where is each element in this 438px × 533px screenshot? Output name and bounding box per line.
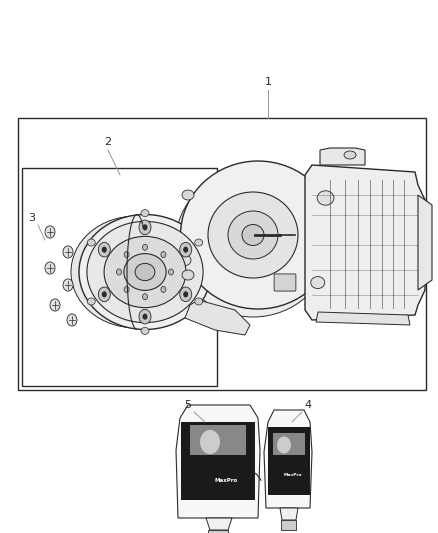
Circle shape	[117, 269, 121, 275]
Polygon shape	[418, 195, 432, 290]
Ellipse shape	[195, 239, 203, 246]
Circle shape	[50, 299, 60, 311]
Circle shape	[183, 291, 188, 297]
Ellipse shape	[87, 221, 203, 322]
Circle shape	[142, 224, 148, 230]
Polygon shape	[280, 508, 298, 520]
Circle shape	[98, 243, 110, 257]
Ellipse shape	[87, 298, 95, 305]
Ellipse shape	[317, 191, 334, 205]
Circle shape	[67, 314, 77, 326]
Bar	[273, 433, 305, 455]
Text: 4: 4	[304, 400, 311, 410]
Circle shape	[180, 287, 192, 302]
Bar	[281, 520, 296, 530]
Text: 1: 1	[265, 77, 272, 87]
Circle shape	[180, 243, 192, 257]
Circle shape	[161, 252, 166, 257]
Bar	[208, 530, 228, 533]
Ellipse shape	[228, 211, 278, 259]
Polygon shape	[206, 518, 232, 530]
Ellipse shape	[311, 277, 325, 288]
Ellipse shape	[182, 270, 194, 280]
Ellipse shape	[178, 255, 191, 266]
Ellipse shape	[141, 209, 149, 216]
Polygon shape	[305, 165, 425, 320]
Circle shape	[200, 430, 220, 454]
Ellipse shape	[79, 214, 211, 329]
Polygon shape	[176, 405, 260, 518]
Circle shape	[102, 291, 107, 297]
Circle shape	[142, 313, 148, 320]
Circle shape	[124, 252, 129, 257]
Ellipse shape	[344, 151, 356, 159]
Circle shape	[98, 287, 110, 302]
Text: 2: 2	[104, 137, 112, 147]
Circle shape	[45, 262, 55, 274]
Circle shape	[139, 220, 151, 235]
Ellipse shape	[176, 169, 331, 317]
FancyBboxPatch shape	[274, 274, 296, 291]
Circle shape	[139, 309, 151, 324]
Polygon shape	[320, 148, 365, 165]
Circle shape	[142, 294, 148, 300]
Ellipse shape	[71, 216, 199, 328]
Polygon shape	[316, 312, 410, 325]
Circle shape	[63, 246, 73, 258]
Text: MaxPro: MaxPro	[284, 473, 302, 477]
Polygon shape	[185, 300, 250, 335]
Ellipse shape	[180, 161, 336, 309]
Text: 3: 3	[28, 213, 35, 223]
Circle shape	[142, 244, 148, 251]
Bar	[22, 168, 217, 386]
Ellipse shape	[242, 224, 264, 246]
Ellipse shape	[208, 192, 298, 278]
Ellipse shape	[195, 298, 203, 305]
Bar	[268, 427, 310, 495]
Circle shape	[169, 269, 173, 275]
Ellipse shape	[124, 254, 166, 290]
Ellipse shape	[135, 263, 155, 281]
Ellipse shape	[182, 190, 194, 200]
Bar	[181, 422, 255, 500]
Ellipse shape	[104, 236, 186, 308]
Circle shape	[102, 247, 107, 253]
Text: 5: 5	[184, 400, 191, 410]
Circle shape	[161, 286, 166, 293]
Text: MaxPro: MaxPro	[214, 478, 238, 482]
Circle shape	[45, 226, 55, 238]
Circle shape	[277, 437, 291, 454]
Bar	[18, 118, 426, 390]
Circle shape	[183, 247, 188, 253]
Ellipse shape	[141, 327, 149, 334]
Ellipse shape	[87, 239, 95, 246]
Circle shape	[63, 279, 73, 291]
Circle shape	[124, 286, 129, 293]
Polygon shape	[264, 410, 312, 508]
Bar	[190, 425, 246, 455]
